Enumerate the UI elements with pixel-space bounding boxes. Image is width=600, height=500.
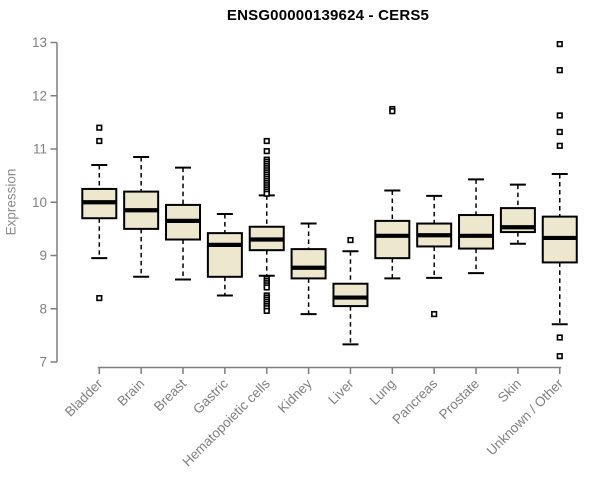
outlier-unknown-other [556, 40, 563, 48]
outlier-hematopoietic-cells [263, 190, 270, 197]
outlier-hematopoietic-cells [263, 307, 270, 314]
outlier-unknown-other [556, 334, 563, 341]
y-tick-label: 13 [32, 35, 47, 50]
box-lung [374, 219, 411, 260]
outlier-unknown-other [556, 353, 563, 360]
box-liver [332, 282, 369, 308]
outlier-unknown-other [556, 128, 563, 136]
x-tick-label: Breast [151, 376, 189, 414]
outlier-hematopoietic-cells [263, 148, 270, 155]
outlier-unknown-other [556, 142, 563, 149]
outlier-bladder [96, 137, 103, 145]
box-kidney [290, 248, 327, 280]
x-tick-label: Brain [114, 376, 147, 409]
outlier-unknown-other [556, 67, 563, 74]
x-tick-label: Liver [325, 376, 357, 408]
box-prostate [458, 214, 495, 250]
y-tick-label: 11 [33, 142, 47, 157]
y-tick-label: 7 [39, 355, 47, 370]
box-gastric [206, 232, 243, 278]
x-tick-label: Kidney [275, 376, 315, 416]
x-tick-label: Bladder [62, 376, 106, 420]
x-tick-label: Unknown / Other [484, 376, 567, 459]
y-tick-label: 9 [39, 248, 47, 263]
outlier-hematopoietic-cells [263, 284, 270, 291]
y-tick-label: 12 [32, 88, 47, 103]
x-tick-label: Lung [367, 376, 399, 408]
x-tick-label: Skin [495, 376, 524, 405]
outlier-liver [347, 236, 354, 244]
y-tick-label: 8 [39, 301, 47, 316]
outlier-unknown-other [556, 112, 563, 119]
outlier-pancreas [431, 310, 438, 318]
x-tick-label: Pancreas [389, 376, 440, 427]
outlier-hematopoietic-cells [263, 137, 270, 145]
chart-title: ENSG00000139624 - CERS5 [226, 7, 430, 24]
x-tick-label: Gastric [190, 376, 231, 417]
outlier-lung [389, 108, 396, 115]
outlier-bladder [96, 294, 103, 302]
outlier-bladder [96, 124, 103, 131]
y-tick-label: 10 [32, 195, 47, 210]
x-tick-label: Prostate [436, 376, 482, 422]
y-axis-label: Expression [3, 168, 19, 236]
